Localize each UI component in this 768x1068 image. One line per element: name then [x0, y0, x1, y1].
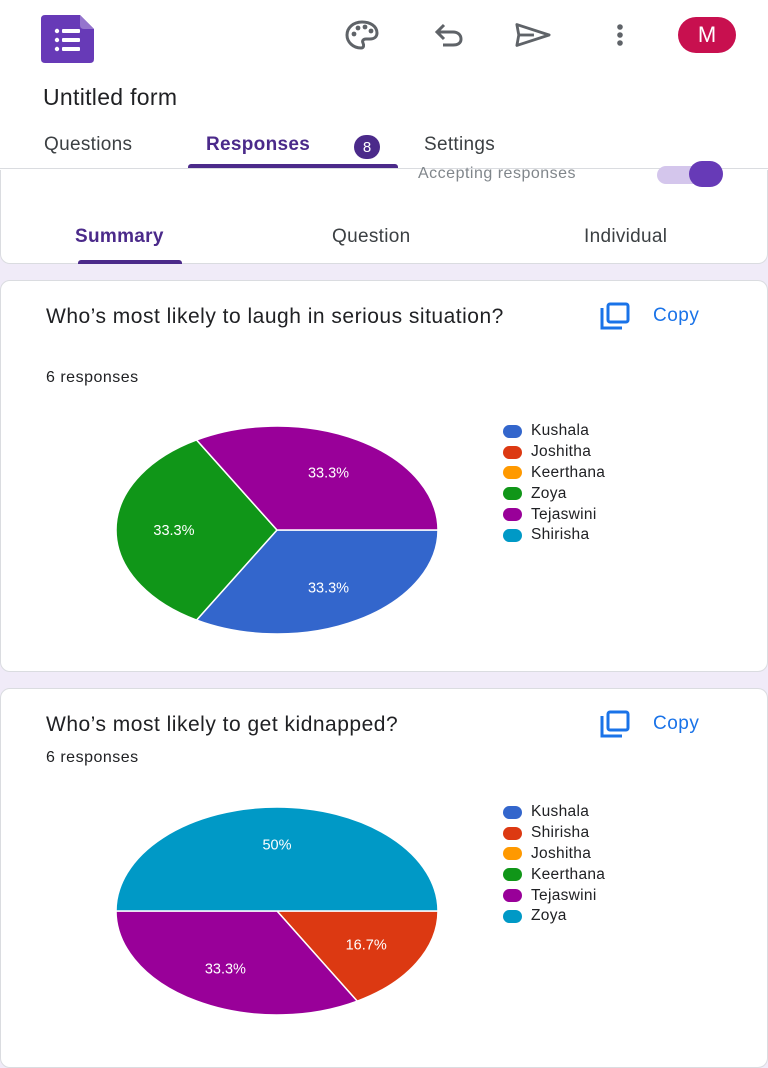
pie-chart: 33.3% 33.3% 33.3% [115, 425, 439, 635]
legend-label: Tejaswini [531, 886, 597, 904]
form-title[interactable]: Untitled form [43, 84, 178, 110]
legend-item: Joshitha [503, 442, 605, 463]
legend-color-swatch [503, 889, 522, 903]
legend-item: Kushala [503, 802, 605, 823]
legend-label: Keerthana [531, 463, 606, 481]
legend-color-swatch [503, 487, 522, 501]
copy-label: Copy [653, 305, 700, 326]
legend-color-swatch [503, 909, 522, 923]
question-summary-card: Who’s most likely to get kidnapped? 6 re… [0, 688, 768, 1068]
more-vert-icon[interactable] [602, 17, 638, 53]
slice-percentage-label: 16.7% [346, 937, 387, 953]
legend-color-swatch [503, 466, 522, 480]
legend-color-swatch [503, 424, 522, 438]
subtab-summary[interactable]: Summary [75, 226, 164, 247]
subtab-individual[interactable]: Individual [584, 226, 668, 247]
forms-logo-icon[interactable] [41, 15, 94, 63]
question-title: Who’s most likely to get kidnapped? [46, 713, 399, 736]
pie-slice-tejaswini [195, 425, 439, 531]
top-app-bar: M Untitled form Questions Responses 8 Se… [0, 0, 768, 170]
question-title: Who’s most likely to laugh in serious si… [46, 305, 504, 328]
palette-icon[interactable] [344, 17, 380, 53]
toggle-knob[interactable] [689, 161, 723, 187]
legend-label: Joshitha [531, 443, 592, 461]
slice-percentage-label: 33.3% [308, 581, 349, 597]
slice-percentage-label: 33.3% [308, 465, 349, 481]
send-icon[interactable] [515, 17, 551, 53]
pie-chart: 16.7% 33.3% 50% [115, 806, 439, 1016]
legend-label: Tejaswini [531, 505, 597, 523]
legend-label: Shirisha [531, 824, 590, 842]
slice-percentage-label: 33.3% [205, 962, 246, 978]
legend-color-swatch [503, 868, 522, 882]
subtab-question[interactable]: Question [332, 226, 411, 247]
legend-item: Tejaswini [503, 885, 605, 906]
pie-slice-shirisha [275, 910, 439, 1003]
responses-summary-card: Accepting responses Summary Question Ind… [0, 161, 768, 264]
legend-item: Keerthana [503, 463, 605, 484]
legend-item: Shirisha [503, 823, 605, 844]
active-tab-indicator [188, 164, 398, 168]
tab-settings[interactable]: Settings [424, 134, 496, 155]
legend-color-swatch [503, 445, 522, 459]
legend-item: Kushala [503, 421, 605, 442]
accepting-responses-label: Accepting responses [418, 165, 577, 182]
legend-item: Zoya [503, 906, 605, 927]
divider [0, 168, 768, 169]
copy-icon [600, 302, 630, 330]
legend-label: Kushala [531, 803, 590, 821]
legend-label: Zoya [531, 907, 567, 925]
copy-icon [600, 710, 630, 738]
legend-item: Joshitha [503, 844, 605, 865]
legend-color-swatch [503, 847, 522, 861]
legend-label: Joshitha [531, 844, 592, 862]
responses-count: 6 responses [46, 749, 139, 766]
legend-item: Keerthana [503, 864, 605, 885]
legend-label: Keerthana [531, 865, 606, 883]
legend-color-swatch [503, 805, 522, 819]
legend-item: Tejaswini [503, 504, 605, 525]
legend-item: Zoya [503, 483, 605, 504]
question-summary-card: Who’s most likely to laugh in serious si… [0, 280, 768, 672]
legend-label: Shirisha [531, 526, 590, 544]
copy-chart-button[interactable]: Copy [599, 709, 699, 739]
copy-chart-button[interactable]: Copy [599, 301, 699, 331]
legend-item: Shirisha [503, 525, 605, 546]
pie-slice-zoya [115, 806, 439, 912]
legend-label: Kushala [531, 422, 590, 440]
copy-label: Copy [653, 713, 700, 734]
chart-legend: Kushala Joshitha Keerthana Zoya Tejaswini Shi… [503, 421, 605, 546]
responses-count: 6 responses [46, 369, 139, 386]
tab-responses[interactable]: Responses [206, 134, 311, 155]
tab-questions[interactable]: Questions [44, 134, 133, 155]
pie-slice-kushala [195, 529, 439, 635]
legend-label: Zoya [531, 484, 567, 502]
slice-percentage-label: 33.3% [153, 523, 194, 539]
pie-slice-tejaswini [115, 910, 359, 1016]
responses-count-badge: 8 [354, 135, 380, 159]
avatar[interactable]: M [678, 17, 736, 53]
undo-icon[interactable] [431, 17, 467, 53]
slice-percentage-label: 50% [262, 837, 291, 853]
legend-color-swatch [503, 826, 522, 840]
chart-legend: Kushala Shirisha Joshitha Keerthana Tejaswin… [503, 802, 605, 927]
active-subtab-indicator [78, 260, 182, 264]
legend-color-swatch [503, 528, 522, 542]
legend-color-swatch [503, 508, 522, 522]
